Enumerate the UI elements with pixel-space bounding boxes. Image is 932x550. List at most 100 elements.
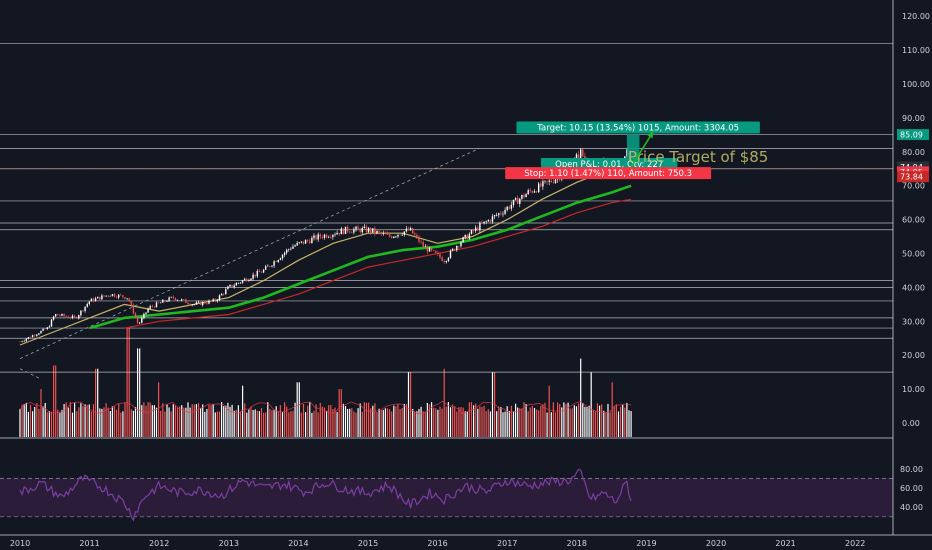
candle-body (519, 198, 521, 204)
volume-bar (197, 403, 200, 437)
volume-bar (155, 407, 158, 437)
volume-bar (288, 412, 290, 437)
candle-body (63, 313, 65, 317)
candle-body (525, 194, 527, 198)
volume-bar (210, 405, 212, 437)
volume-bar (489, 411, 491, 437)
candle-body (426, 246, 429, 252)
volume-bar (399, 409, 401, 437)
volume-bar (559, 404, 561, 437)
volume-bar (153, 405, 155, 437)
volume-bar (439, 406, 441, 437)
candle-body (504, 209, 506, 214)
candle-body (277, 259, 279, 263)
volume-bar (565, 403, 567, 437)
candle-body (151, 306, 153, 307)
candle-body (292, 246, 294, 249)
candle-body (216, 300, 219, 302)
volume-bar (195, 404, 197, 437)
volume-bar (145, 405, 147, 437)
candle-body (88, 301, 90, 305)
volume-bar (577, 403, 580, 437)
candle-body (185, 299, 187, 303)
volume-bar (23, 404, 25, 437)
candle-body (195, 302, 198, 305)
candle-body (397, 234, 399, 237)
volume-bar (460, 407, 462, 437)
volume-bar (357, 408, 359, 437)
projection-arrow[interactable] (630, 131, 655, 168)
candle-body (359, 228, 361, 233)
moving-average-line (124, 198, 632, 329)
candle-body (313, 235, 315, 238)
target-label: Target: 10.15 (13.54%) 1015, Amount: 330… (536, 124, 739, 134)
volume-bar (187, 402, 189, 437)
volume-bar (107, 407, 109, 437)
candle-body (260, 272, 263, 273)
volume-bar (485, 411, 487, 437)
volume-bar (174, 405, 176, 437)
volume-bar (185, 407, 187, 437)
volume-bar (82, 405, 84, 437)
candle-body (61, 313, 63, 316)
candle-body (50, 319, 53, 327)
price-tick-label: 30.00 (902, 317, 925, 326)
candle-body (199, 301, 202, 306)
candle-body (510, 204, 513, 209)
price-target-annotation[interactable]: Price Target of $85 (628, 148, 768, 166)
price-axis[interactable]: 120.00 110.00 100.00 90.00 80.00 70.00 60.00 50… (902, 12, 930, 428)
candle-body (311, 237, 313, 244)
volume-bar (42, 406, 44, 437)
candle-body (540, 183, 542, 187)
volume-bar (204, 411, 206, 437)
long-position-tool[interactable]: Target: 10.15 (13.54%) 1015, Amount: 330… (505, 121, 760, 180)
candle-body (521, 194, 523, 199)
volume-bar (122, 411, 124, 437)
volume-bar (477, 408, 479, 437)
upper-trendline[interactable] (19, 148, 480, 359)
volume-bar (55, 365, 57, 437)
volume-bar (25, 402, 27, 437)
time-axis[interactable]: 2010 2011 2012 2013 2014 2015 2016 2017 2018 2019… (10, 539, 866, 548)
candle-body (73, 315, 76, 317)
candle-body (107, 295, 109, 297)
volume-bar (29, 404, 32, 437)
candle-body (309, 240, 311, 244)
candle-body (191, 304, 193, 306)
candle-body (69, 317, 72, 319)
volume-bar (540, 405, 542, 437)
volume-bar (27, 411, 29, 437)
candle-body (42, 328, 44, 331)
volume-bar (109, 410, 111, 437)
rsi-axis[interactable]: 80.00 60.00 40.00 (900, 465, 923, 512)
candle-body (579, 149, 582, 159)
candle-body (464, 234, 466, 238)
lower-trendline[interactable] (19, 368, 42, 380)
candle-body (21, 341, 23, 342)
candle-body (420, 241, 422, 243)
volume-bar (183, 407, 185, 437)
volume-bar (92, 404, 95, 437)
candle-body (582, 149, 584, 157)
time-tick-label: 2017 (497, 539, 517, 548)
candle-body (483, 221, 485, 224)
volume-bar (472, 405, 475, 437)
volume-bar (149, 402, 151, 437)
volume-bar (199, 407, 202, 437)
stop-label: Stop: 1.10 (1.47%) 110, Amount: 750.3 (524, 169, 692, 179)
volume-bar (250, 406, 252, 437)
candle-body (552, 182, 555, 183)
candle-body (262, 269, 265, 273)
volume-bar (554, 412, 557, 437)
volume-bar (256, 410, 258, 437)
candle-body (407, 228, 410, 231)
volume-bar (407, 372, 410, 437)
volume-bar (160, 410, 162, 437)
candle-body (416, 235, 418, 237)
candle-body (254, 274, 256, 277)
candle-body (542, 181, 544, 187)
volume-bar (126, 328, 128, 437)
volume-bar (433, 407, 435, 437)
candle-body (147, 308, 149, 313)
